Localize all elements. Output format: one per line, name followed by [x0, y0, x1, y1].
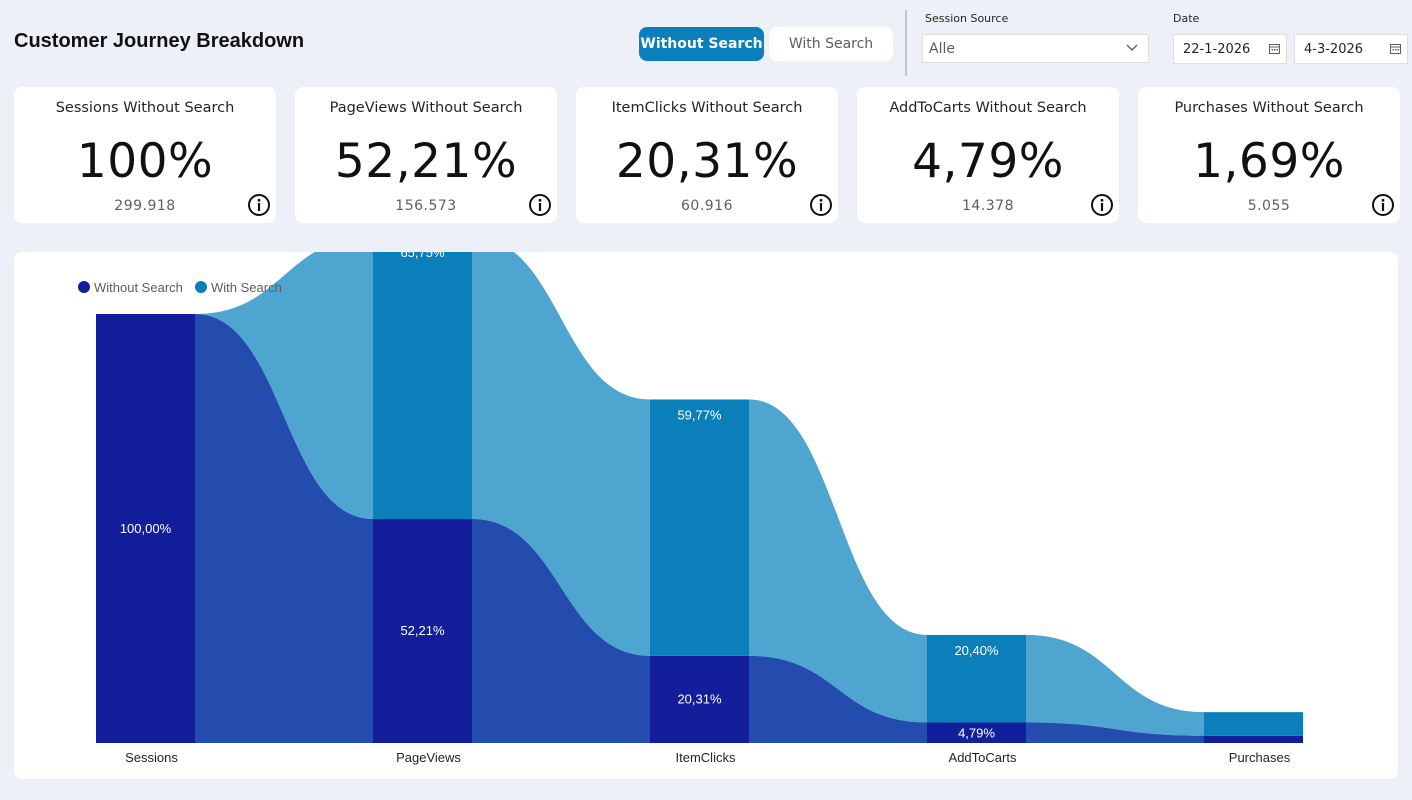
kpi-count: 156.573: [395, 198, 457, 214]
funnel-chart-panel: 100,00% Sessions 65,75% 52,21% PageViews 59,7…: [14, 252, 1398, 779]
kpi-card-addtocarts: AddToCarts Without Search 4,79% 14.378: [857, 87, 1119, 223]
with-search-data-label: 59,77%: [677, 407, 722, 422]
with-search-data-label: 20,40%: [954, 643, 999, 658]
kpi-value: 4,79%: [912, 134, 1064, 189]
info-icon[interactable]: [1090, 193, 1114, 217]
start-date-value: 22-1-2026: [1183, 41, 1251, 57]
session-source-value: Alle: [929, 40, 955, 57]
info-icon[interactable]: [809, 193, 833, 217]
kpi-count: 5.055: [1247, 198, 1291, 214]
without-search-flow: [472, 519, 650, 743]
end-date-value: 4-3-2026: [1304, 41, 1364, 57]
kpi-title: AddToCarts Without Search: [889, 100, 1087, 116]
kpi-count: 60.916: [681, 198, 733, 214]
category-label: PageViews: [396, 750, 461, 765]
legend-label: With Search: [211, 280, 282, 295]
kpi-value: 1,69%: [1193, 134, 1345, 189]
without-search-flow: [195, 314, 373, 743]
info-icon[interactable]: [1371, 193, 1395, 217]
kpi-title: ItemClicks Without Search: [611, 100, 803, 116]
session-source-label: Session Source: [925, 12, 1009, 25]
with-search-flow: [195, 252, 373, 520]
category-label: Sessions: [125, 750, 178, 765]
category-label: AddToCarts: [949, 750, 1017, 765]
date-label: Date: [1173, 12, 1200, 25]
page-title: Customer Journey Breakdown: [14, 30, 305, 52]
chevron-down-icon: [1126, 44, 1138, 51]
legend-marker: [78, 281, 90, 293]
session-source-dropdown[interactable]: Alle: [922, 34, 1149, 63]
with-search-bar: [373, 252, 472, 520]
kpi-value: 52,21%: [334, 134, 518, 189]
legend-marker: [195, 281, 207, 293]
with-search-flow: [472, 252, 650, 656]
without-search-bar: [650, 655, 749, 743]
without-search-bar: [373, 519, 472, 743]
with-search-flow: [1026, 634, 1204, 736]
without-search-data-label: 100,00%: [120, 521, 172, 536]
kpi-card-purchases: Purchases Without Search 1,69% 5.055: [1138, 87, 1400, 223]
end-date-input[interactable]: 4-3-2026: [1294, 34, 1408, 64]
category-label: Purchases: [1229, 750, 1291, 765]
with-search-bar: [650, 399, 749, 656]
kpi-card-itemclicks: ItemClicks Without Search 20,31% 60.916: [576, 87, 838, 223]
without-search-flow: [749, 655, 927, 743]
calendar-icon[interactable]: [1390, 43, 1401, 54]
start-date-input[interactable]: 22-1-2026: [1173, 34, 1287, 64]
without-search-flow: [1026, 722, 1204, 743]
without-search-bar: [1204, 735, 1303, 743]
with-search-data-label: 65,75%: [400, 252, 445, 260]
kpi-title: Sessions Without Search: [55, 100, 235, 116]
info-icon[interactable]: [528, 193, 552, 217]
kpi-card-pageviews: PageViews Without Search 52,21% 156.573: [295, 87, 557, 223]
category-label: ItemClicks: [676, 750, 736, 765]
with-search-bar: [927, 634, 1026, 723]
kpi-count: 14.378: [962, 198, 1014, 214]
without-search-data-label: 20,31%: [677, 691, 722, 706]
kpi-title: Purchases Without Search: [1174, 100, 1364, 116]
kpi-count: 299.918: [114, 198, 176, 214]
with-search-bar: [1204, 712, 1303, 736]
info-icon[interactable]: [247, 193, 271, 217]
header-divider: [905, 10, 907, 76]
without-search-toggle-button[interactable]: Without Search: [639, 27, 764, 61]
funnel-chart: 100,00% Sessions 65,75% 52,21% PageViews 59,7…: [78, 252, 1303, 765]
legend-label: Without Search: [94, 280, 183, 295]
without-search-data-label: 52,21%: [400, 623, 445, 638]
without-search-data-label: 4,79%: [958, 726, 995, 741]
kpi-value: 100%: [76, 134, 214, 189]
without-search-bar: [927, 722, 1026, 743]
with-search-flow: [749, 399, 927, 723]
without-search-bar: [96, 314, 195, 743]
kpi-value: 20,31%: [615, 134, 799, 189]
calendar-icon[interactable]: [1269, 43, 1280, 54]
with-search-toggle-button[interactable]: With Search: [769, 27, 893, 61]
kpi-card-sessions: Sessions Without Search 100% 299.918: [14, 87, 276, 223]
kpi-title: PageViews Without Search: [329, 100, 523, 116]
